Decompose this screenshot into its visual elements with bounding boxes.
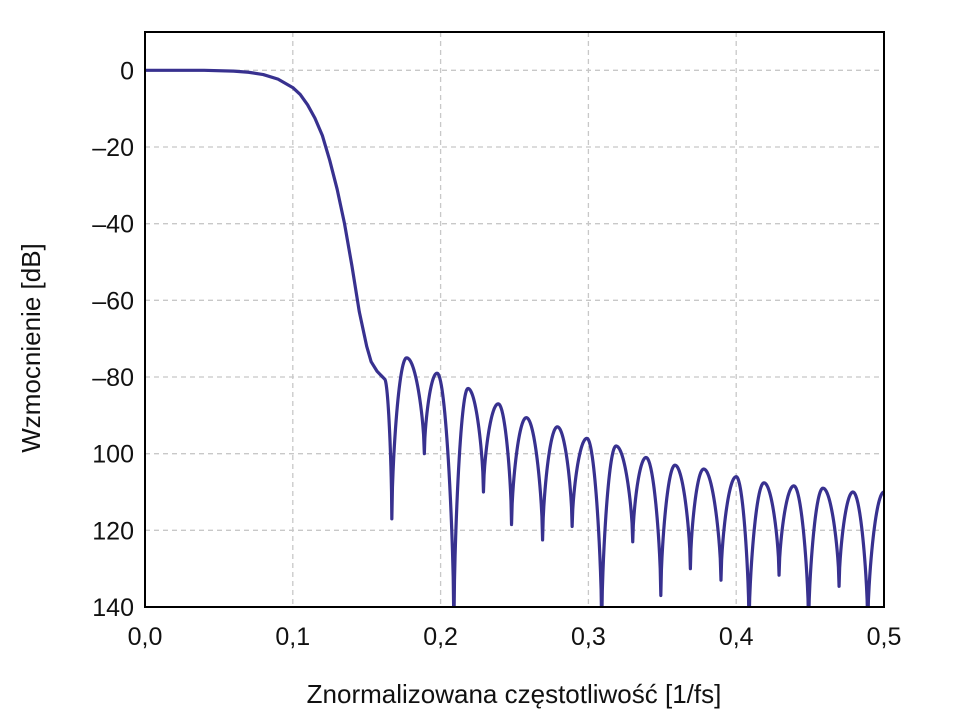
y-tick-label: –80 bbox=[92, 364, 134, 392]
y-tick-label: 0 bbox=[120, 57, 134, 85]
x-tick-label: 0,4 bbox=[719, 623, 754, 651]
y-tick-label: 140 bbox=[92, 594, 134, 622]
x-tick-labels: 0,0 0,1 0,2 0,3 0,4 0,5 bbox=[128, 623, 902, 651]
x-tick-label: 0,5 bbox=[867, 623, 902, 651]
y-axis-label: Wzmocnienie [dB] bbox=[16, 243, 46, 453]
x-tick-label: 0,2 bbox=[423, 623, 458, 651]
y-tick-labels: 0 –20 –40 –60 –80 100 120 140 bbox=[92, 57, 134, 622]
grid-lines bbox=[145, 32, 884, 607]
y-tick-label: –20 bbox=[92, 134, 134, 162]
plot-frame bbox=[144, 31, 885, 608]
x-tick-label: 0,3 bbox=[571, 623, 606, 651]
y-tick-label: –40 bbox=[92, 211, 134, 239]
x-axis-label: Znormalizowana częstotliwość [1/fs] bbox=[307, 679, 722, 709]
y-tick-label: –60 bbox=[92, 287, 134, 315]
series-line-filter-response bbox=[145, 68, 884, 607]
x-tick-label: 0,0 bbox=[128, 623, 163, 651]
x-tick-label: 0,1 bbox=[275, 623, 310, 651]
y-tick-label: 100 bbox=[92, 441, 134, 469]
y-tick-label: 120 bbox=[92, 517, 134, 545]
